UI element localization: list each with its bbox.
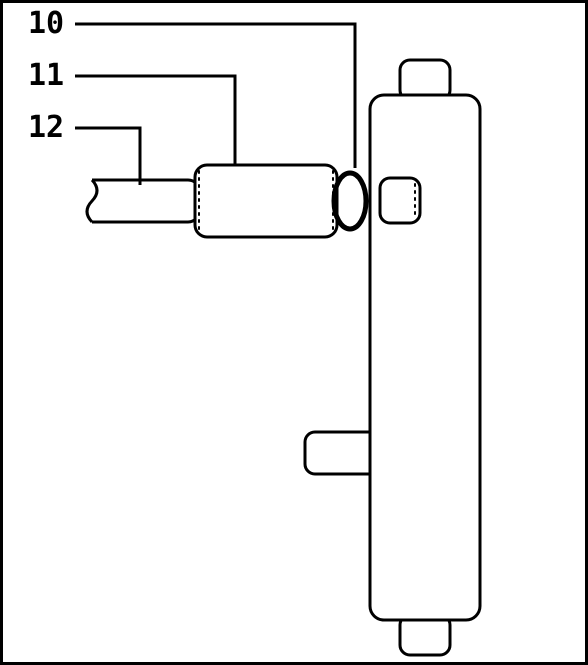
leader-11 — [75, 76, 235, 165]
shaft-12 — [92, 180, 200, 222]
ring-10 — [334, 173, 366, 229]
mechanical-drawing — [0, 0, 588, 665]
sleeve-11 — [195, 165, 337, 237]
leader-10 — [75, 24, 355, 168]
vertical-body — [370, 95, 480, 620]
shaft-12-break — [87, 180, 97, 222]
leader-12 — [75, 128, 140, 185]
